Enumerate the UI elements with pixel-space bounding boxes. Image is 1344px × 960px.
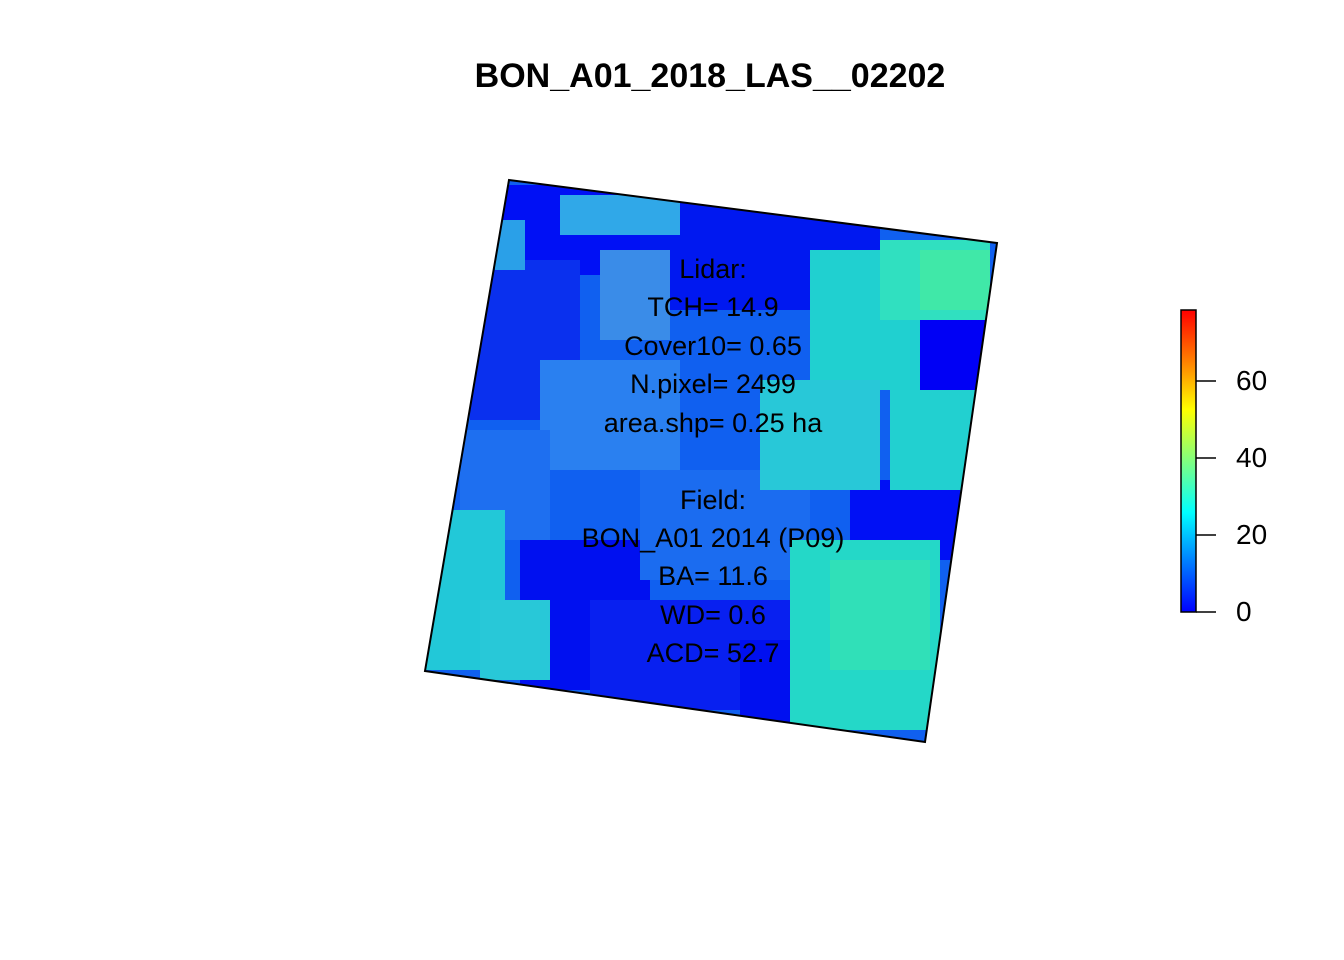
lidar-cover10: Cover10= 0.65 — [624, 331, 802, 361]
lidar-npixel: N.pixel= 2499 — [630, 369, 796, 399]
field-ba: BA= 11.6 — [658, 561, 768, 591]
plot-title: BON_A01_2018_LAS__02202 — [474, 57, 946, 95]
legend-tick-label: 0 — [1236, 596, 1252, 627]
legend-tick-label: 20 — [1236, 519, 1268, 550]
field-plot: BON_A01 2014 (P09) — [581, 523, 845, 553]
legend-tick-marks — [1196, 380, 1216, 613]
plot-boundary — [423, 178, 999, 744]
field-acd: ACD= 52.7 — [646, 638, 780, 668]
lidar-area: area.shp= 0.25 ha — [603, 408, 823, 438]
legend-colorbar — [1180, 309, 1197, 613]
field-wd: WD= 0.6 — [660, 600, 766, 630]
lidar-tch: TCH= 14.9 — [647, 292, 779, 322]
legend-tick-label: 40 — [1236, 442, 1268, 473]
field-heading: Field: — [679, 485, 747, 515]
lidar-heading: Lidar: — [679, 254, 747, 284]
legend-tick-label: 60 — [1236, 365, 1268, 396]
